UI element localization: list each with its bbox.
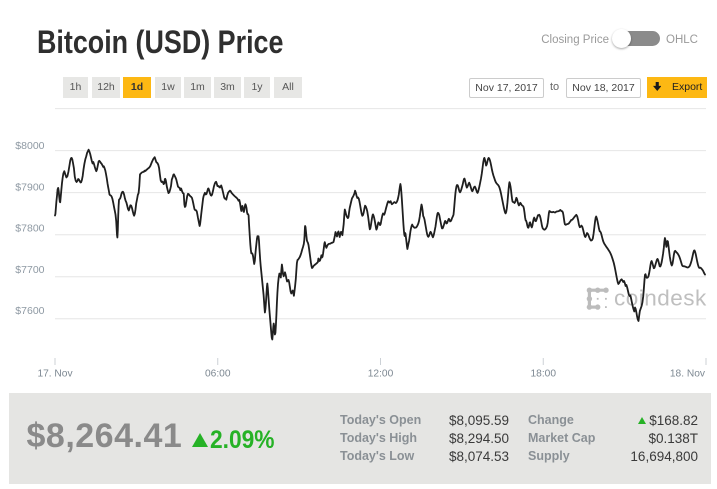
svg-text:coindesk: coindesk [614,286,707,311]
svg-text:18:00: 18:00 [531,369,557,380]
svg-text:17. Nov: 17. Nov [37,369,73,380]
svg-text:06:00: 06:00 [205,369,231,380]
svg-text:$8000: $8000 [15,140,44,152]
svg-text:18. Nov: 18. Nov [670,369,706,380]
svg-text:$7800: $7800 [15,223,44,235]
svg-text:$7700: $7700 [15,264,44,276]
svg-text:12:00: 12:00 [368,369,394,380]
svg-text:$7600: $7600 [15,305,44,317]
svg-text:$7900: $7900 [15,181,44,193]
